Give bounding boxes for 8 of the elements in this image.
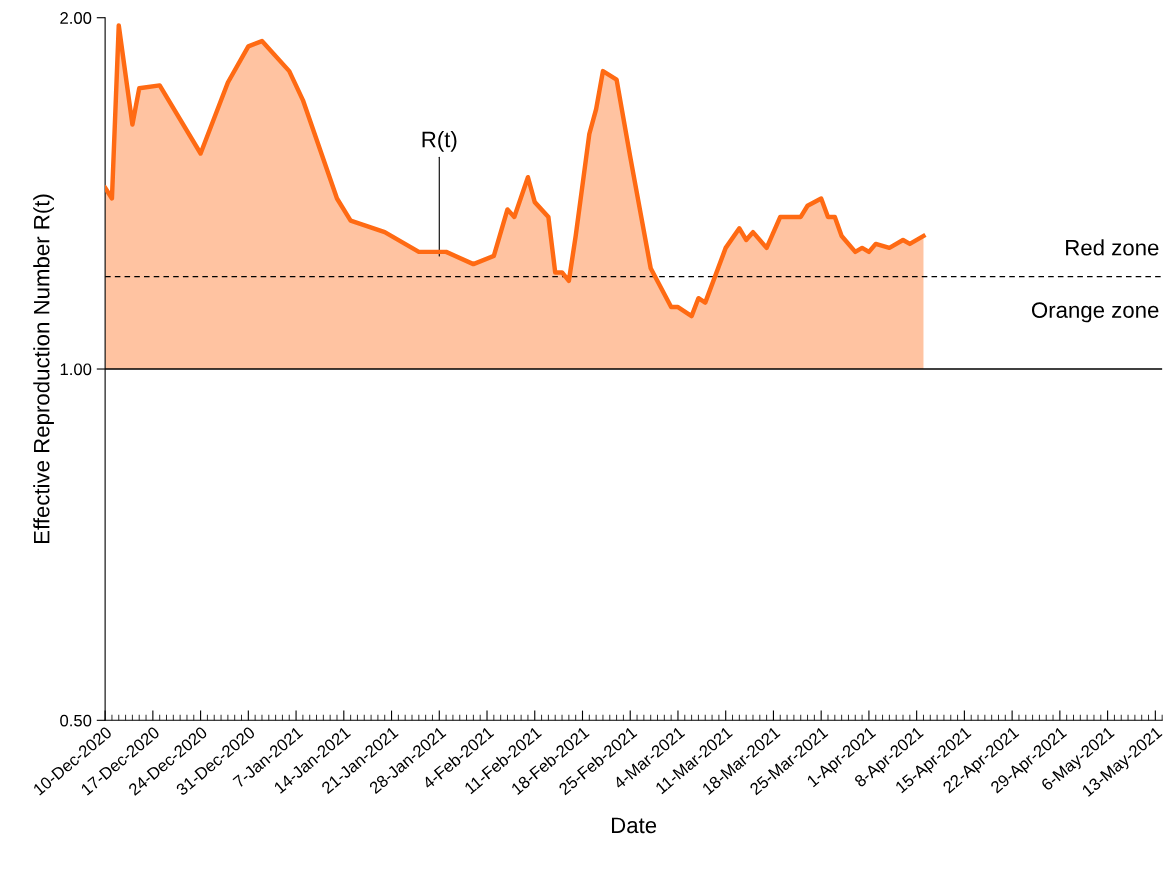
y-tick-label: 0.50: [60, 714, 92, 727]
annotation: R(t): [422, 131, 457, 152]
y-axis-title: Effective Reproduction Number R(t): [33, 194, 54, 543]
y-tick-label: 1.00: [60, 363, 92, 376]
y-tick-label: 2.00: [60, 12, 92, 24]
x-axis-title: Date: [611, 817, 657, 834]
annotation: Orange zone: [1031, 302, 1159, 323]
annotation: Red zone: [1066, 239, 1159, 256]
